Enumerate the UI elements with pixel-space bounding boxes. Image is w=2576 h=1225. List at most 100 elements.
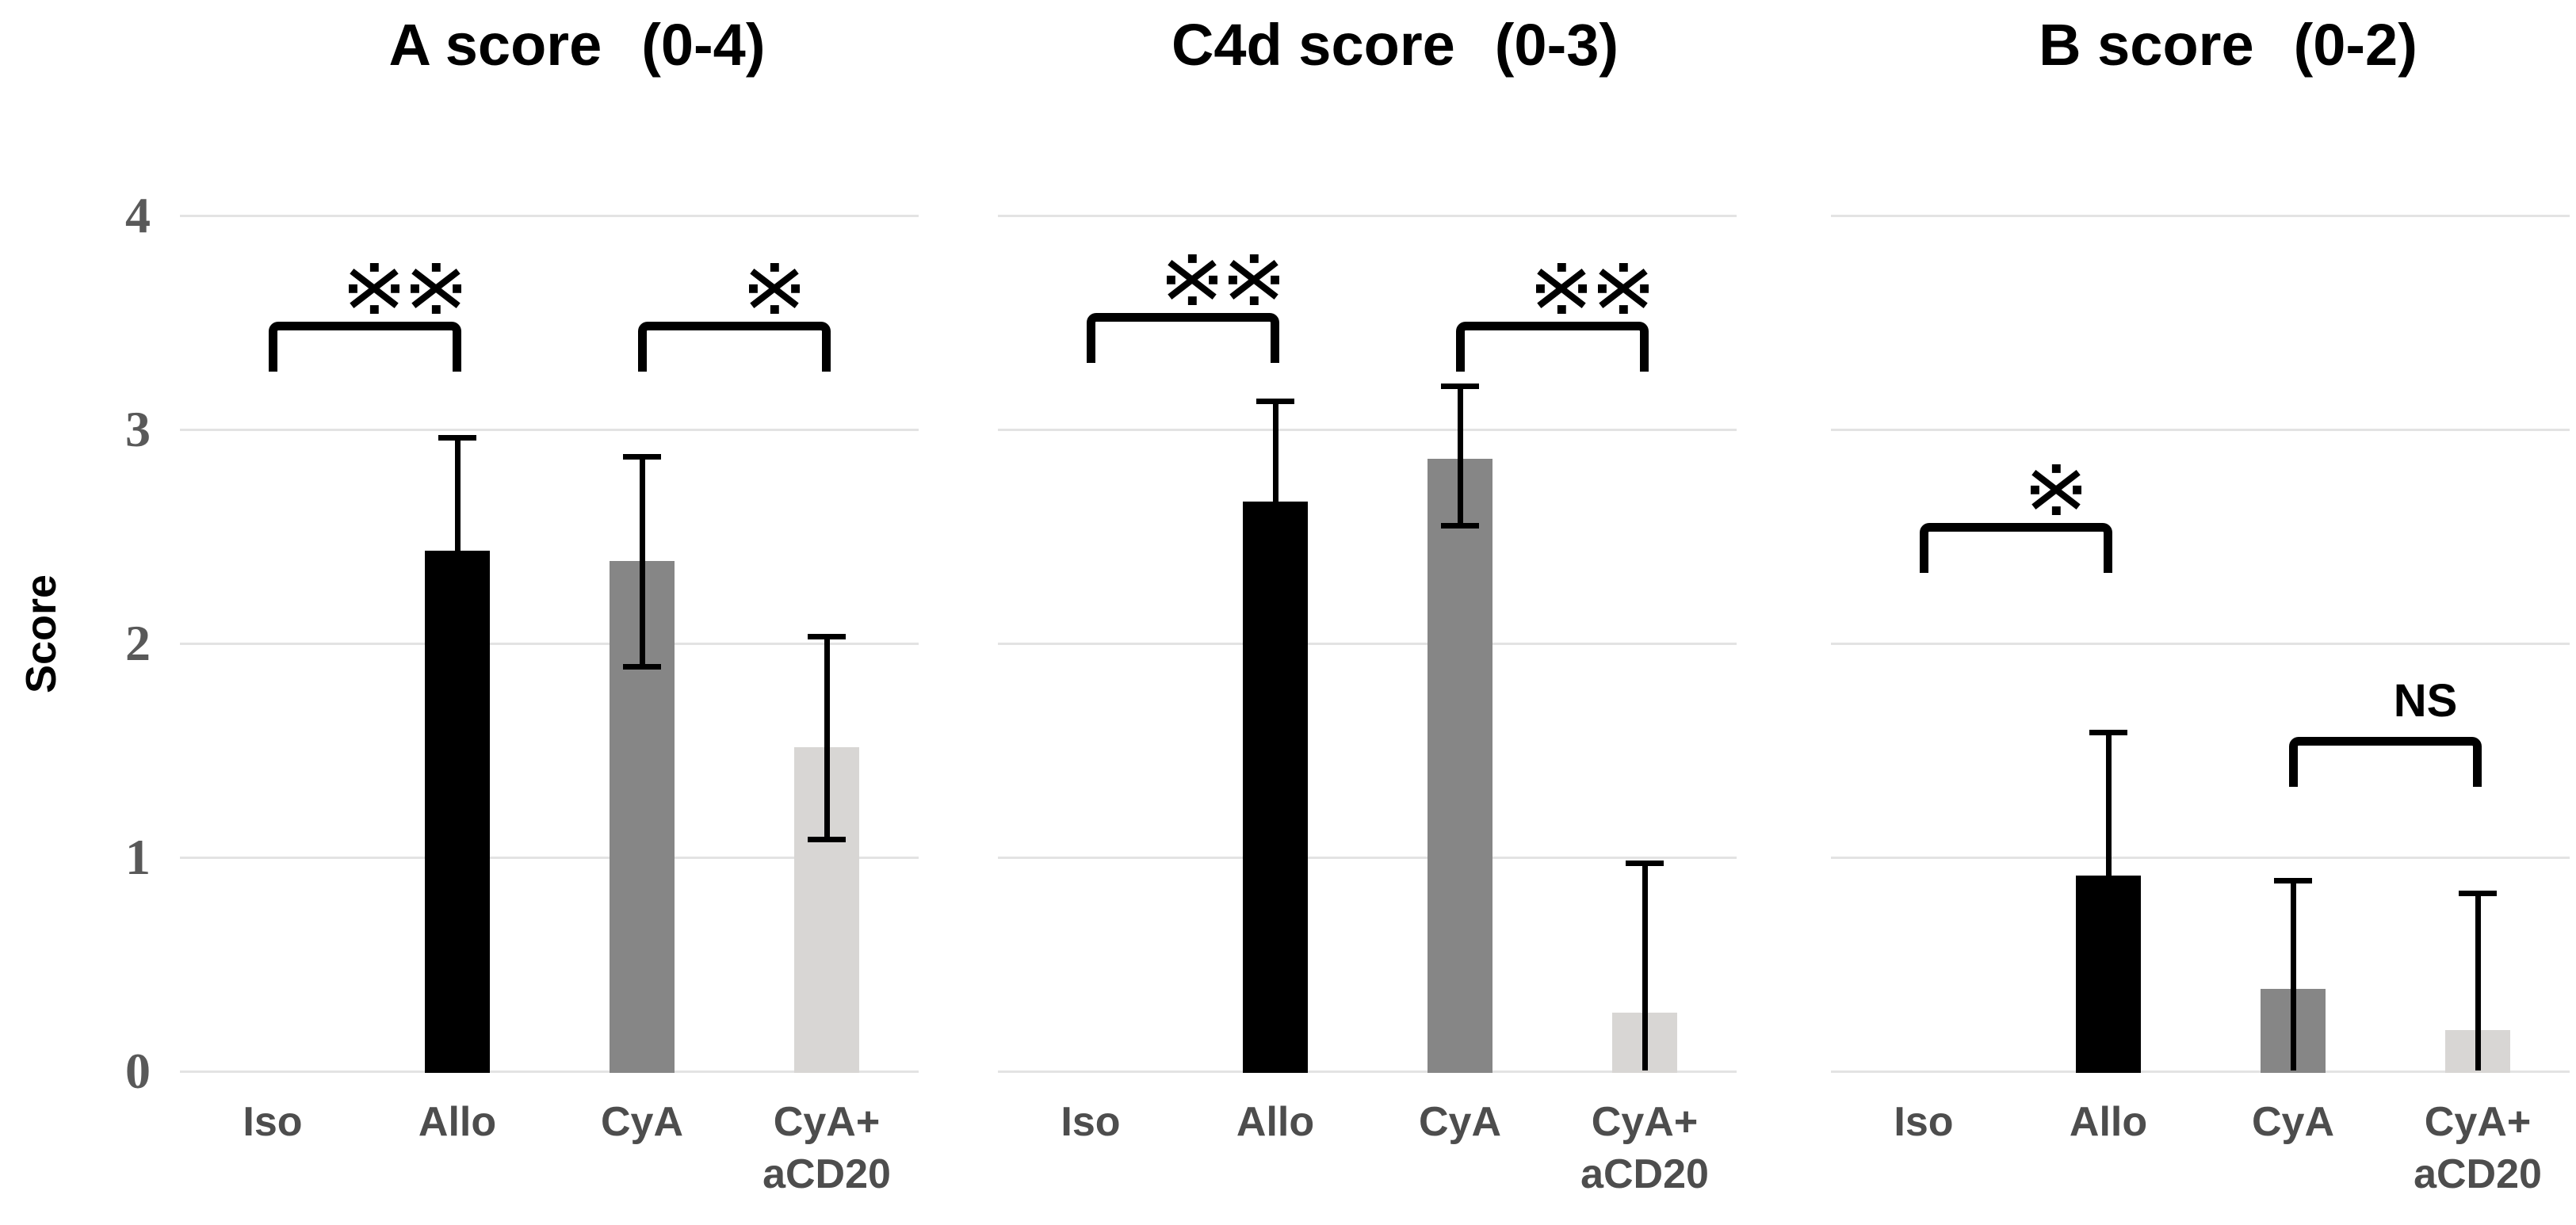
gridline-2 bbox=[180, 643, 919, 645]
x-axis-label-line: CyA bbox=[1418, 1099, 1502, 1145]
error-bar-cap-top-cya+acd20 bbox=[1626, 861, 1664, 866]
error-bar-cya+acd20 bbox=[1642, 863, 1648, 1070]
significance-label-ns: NS bbox=[2393, 675, 2458, 727]
x-axis-label-line: Allo bbox=[2069, 1099, 2148, 1145]
x-axis-label-line: CyA+ bbox=[1591, 1099, 1699, 1145]
x-axis-label-line: CyA bbox=[600, 1099, 684, 1145]
x-axis-baseline bbox=[180, 1070, 919, 1073]
y-axis-tick-label-2: 2 bbox=[125, 615, 151, 671]
x-axis-label-cya: CyA bbox=[2201, 1096, 2385, 1148]
gridline-1 bbox=[1831, 857, 2570, 859]
chart-title-range: (0-2) bbox=[2293, 12, 2417, 78]
bar-cya bbox=[1428, 459, 1492, 1073]
x-axis-label-iso: Iso bbox=[999, 1096, 1183, 1148]
y-axis-tick-label-1: 1 bbox=[125, 829, 151, 885]
significance-bracket-cya-cya+acd20 bbox=[638, 322, 831, 372]
gridline-4 bbox=[998, 215, 1737, 217]
x-axis-label-line: Allo bbox=[1236, 1099, 1315, 1145]
x-axis-label-line: Iso bbox=[243, 1099, 303, 1145]
gridline-1 bbox=[998, 857, 1737, 859]
error-bar-allo bbox=[2106, 732, 2112, 1070]
x-axis-label-line: Allo bbox=[418, 1099, 497, 1145]
x-axis-label-iso: Iso bbox=[1832, 1096, 2016, 1148]
error-bar-cya bbox=[2291, 880, 2296, 1070]
error-bar-cap-bottom-cya+acd20 bbox=[808, 837, 846, 842]
gridline-4 bbox=[1831, 215, 2570, 217]
x-axis-label-cya+acd20: CyA+ aCD20 bbox=[2386, 1096, 2570, 1200]
reference-mark-icon bbox=[1536, 263, 1587, 314]
error-bar-cap-top-cya+acd20 bbox=[808, 634, 846, 639]
reference-mark-icon bbox=[411, 263, 461, 314]
reference-mark-icon bbox=[1229, 254, 1279, 305]
x-axis-label-cya: CyA bbox=[1368, 1096, 1552, 1148]
error-bar-cap-top-cya bbox=[2274, 878, 2312, 883]
error-bar-cap-bottom-cya bbox=[623, 664, 661, 670]
error-bar-cap-bottom-cya bbox=[1441, 523, 1479, 529]
error-bar-cya+acd20 bbox=[2475, 893, 2481, 1070]
significance-label-reference-marks bbox=[1164, 254, 1282, 305]
chart-title-main: C4d score bbox=[1171, 12, 1455, 78]
gridline-1 bbox=[180, 857, 919, 859]
error-bar-cap-top-cya bbox=[1441, 384, 1479, 389]
chart-panel-b-score: B score (0-2) Iso Allo CyA CyA+ aCD20 NS bbox=[1831, 0, 2570, 1225]
x-axis-label-line: aCD20 bbox=[1580, 1151, 1709, 1197]
chart-panel-c4d-score: C4d score (0-3) Iso Allo CyA CyA+ aCD20 bbox=[998, 0, 1737, 1225]
reference-mark-icon bbox=[749, 263, 800, 314]
x-axis-label-line: aCD20 bbox=[762, 1151, 891, 1197]
error-bar-cya bbox=[1458, 386, 1463, 525]
y-axis-tick-label-4: 4 bbox=[125, 187, 151, 243]
x-axis-label-allo: Allo bbox=[2016, 1096, 2200, 1148]
x-axis-label-line: Iso bbox=[1894, 1099, 1954, 1145]
y-axis-tick-label-3: 3 bbox=[125, 401, 151, 457]
reference-mark-icon bbox=[1598, 263, 1649, 314]
chart-title-main: A score bbox=[388, 12, 602, 78]
x-axis-label-line: Iso bbox=[1061, 1099, 1121, 1145]
x-axis-label-line: aCD20 bbox=[2414, 1151, 2542, 1197]
error-bar-cap-top-allo bbox=[1256, 399, 1294, 404]
gridline-3 bbox=[1831, 429, 2570, 431]
x-axis-label-cya: CyA bbox=[550, 1096, 734, 1148]
error-bar-cap-top-allo bbox=[2089, 730, 2127, 735]
error-bar-allo bbox=[455, 437, 461, 1070]
significance-label-reference-marks bbox=[747, 263, 802, 314]
chart-panel-a-score: A score (0-4) Iso Allo CyA CyA+ aCD20 bbox=[180, 0, 919, 1225]
error-bar-cap-top-cya bbox=[623, 454, 661, 460]
chart-title: A score (0-4) bbox=[220, 11, 934, 78]
error-bar-cya+acd20 bbox=[824, 636, 830, 839]
gridline-3 bbox=[998, 429, 1737, 431]
x-axis-label-iso: Iso bbox=[181, 1096, 365, 1148]
significance-bracket-iso-allo bbox=[1920, 523, 2112, 573]
x-axis-label-cya+acd20: CyA+ aCD20 bbox=[735, 1096, 919, 1200]
y-axis-tick-label-0: 0 bbox=[125, 1043, 151, 1099]
chart-title-main: B score bbox=[2039, 12, 2254, 78]
x-axis-label-cya+acd20: CyA+ aCD20 bbox=[1553, 1096, 1737, 1200]
x-axis-label-allo: Allo bbox=[1183, 1096, 1367, 1148]
x-axis-label-line: CyA bbox=[2251, 1099, 2335, 1145]
gridline-4 bbox=[180, 215, 919, 217]
error-bar-cap-top-cya+acd20 bbox=[2459, 891, 2497, 896]
significance-bracket-iso-allo bbox=[269, 322, 461, 372]
x-axis-baseline bbox=[998, 1070, 1737, 1073]
significance-bracket-iso-allo bbox=[1087, 313, 1279, 363]
chart-title-range: (0-4) bbox=[641, 12, 766, 78]
significance-bracket-cya-cya+acd20 bbox=[1456, 322, 1649, 372]
error-bar-cya bbox=[640, 456, 645, 666]
error-bar-cap-top-allo bbox=[438, 435, 476, 441]
gridline-3 bbox=[180, 429, 919, 431]
x-axis-label-line: CyA+ bbox=[773, 1099, 881, 1145]
chart-title: C4d score (0-3) bbox=[1038, 11, 1752, 78]
x-axis-label-line: CyA+ bbox=[2424, 1099, 2532, 1145]
reference-mark-icon bbox=[1167, 254, 1217, 305]
reference-mark-icon bbox=[349, 263, 399, 314]
gridline-2 bbox=[998, 643, 1737, 645]
significance-label-reference-marks bbox=[1534, 263, 1651, 314]
x-axis-label-allo: Allo bbox=[365, 1096, 549, 1148]
significance-label-reference-marks bbox=[2028, 464, 2084, 515]
reference-mark-icon bbox=[2031, 464, 2081, 515]
gridline-2 bbox=[1831, 643, 2570, 645]
chart-title-range: (0-3) bbox=[1494, 12, 1619, 78]
significance-label-reference-marks bbox=[346, 263, 464, 314]
x-axis-baseline bbox=[1831, 1070, 2570, 1073]
chart-title: B score (0-2) bbox=[1871, 11, 2576, 78]
